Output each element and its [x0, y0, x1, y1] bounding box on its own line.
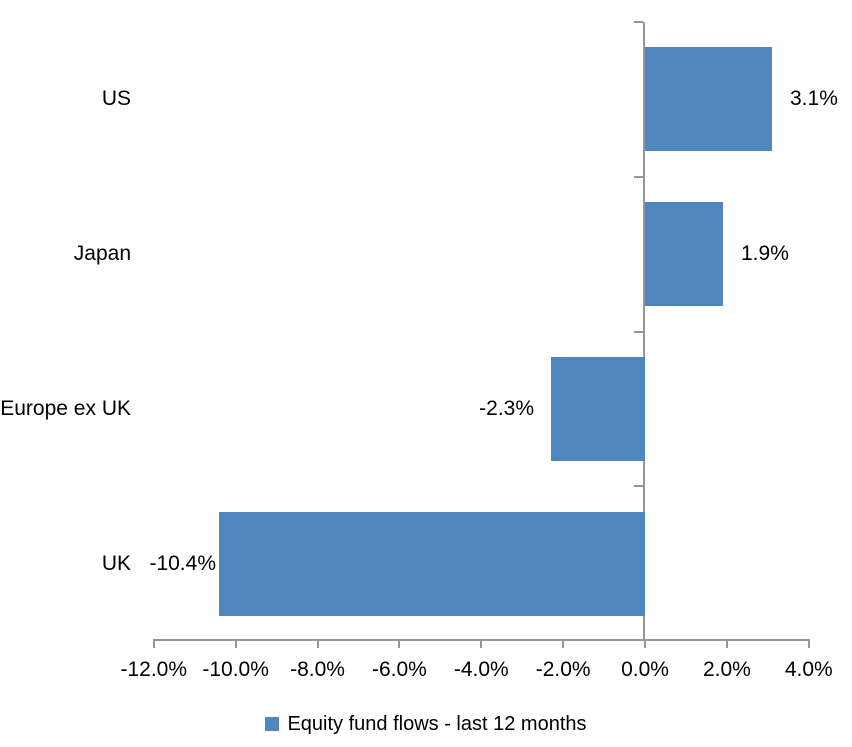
x-axis-tick [725, 641, 728, 648]
value-label-us: 3.1% [790, 87, 838, 110]
x-axis-tick [480, 641, 483, 648]
category-label-europe-ex-uk: Europe ex UK [0, 397, 131, 420]
x-axis-tick-label: 2.0% [702, 658, 751, 681]
value-label-uk: -10.4% [149, 552, 216, 575]
value-label-europe-ex-uk: -2.3% [479, 397, 534, 420]
legend-swatch [265, 717, 280, 731]
x-axis-tick [316, 641, 319, 648]
x-axis-tick-label: 0.0% [621, 658, 669, 681]
x-axis-tick-label: -2.0% [535, 658, 591, 681]
category-axis-line [643, 22, 645, 641]
bar-us [645, 47, 772, 151]
legend-label: Equity fund flows - last 12 months [287, 712, 587, 735]
category-label-japan: Japan [73, 242, 131, 265]
x-axis-tick-label: -12.0% [120, 658, 188, 681]
x-axis-tick [152, 641, 155, 648]
category-axis-tick [634, 485, 643, 487]
x-axis-line [152, 639, 810, 641]
x-axis-tick-label: -8.0% [290, 658, 345, 681]
legend: Equity fund flows - last 12 months [0, 709, 852, 739]
x-axis-tick [562, 641, 565, 648]
x-axis-tick [644, 641, 646, 648]
value-label-japan: 1.9% [741, 242, 789, 265]
x-axis-tick-label: -4.0% [453, 658, 509, 681]
category-axis-tick [634, 21, 643, 23]
x-axis-tick [398, 641, 401, 648]
bar-uk [219, 512, 645, 616]
x-axis-tick [807, 641, 810, 648]
x-axis-tick-label: 4.0% [784, 658, 833, 681]
category-axis-tick [634, 176, 643, 178]
x-axis-tick-label: -10.0% [202, 658, 269, 681]
x-axis-tick [234, 641, 237, 648]
bar-japan [645, 202, 723, 306]
x-axis-tick-label: -6.0% [371, 658, 427, 681]
category-axis-tick [634, 331, 643, 333]
category-label-uk: UK [101, 552, 131, 575]
category-label-us: US [101, 87, 131, 110]
bar-europe-ex-uk [551, 357, 645, 461]
